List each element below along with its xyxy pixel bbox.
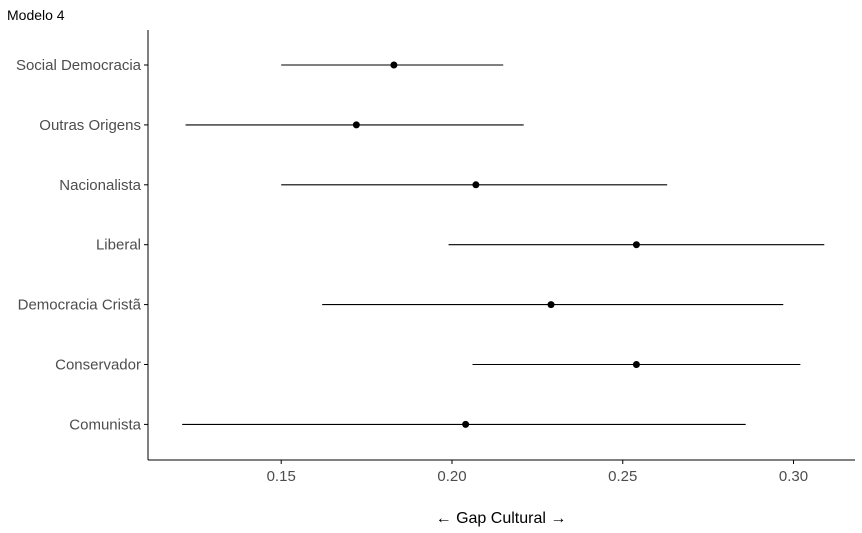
x-tick-label: 0.20 [437, 468, 466, 485]
chart-title: Modelo 4 [7, 7, 65, 23]
point-outras-origens [352, 121, 360, 129]
category-label-comunista: Comunista [69, 416, 141, 433]
category-label-social-democracia: Social Democracia [16, 57, 142, 74]
point-democracia-crista [547, 301, 555, 309]
x-tick-label: 0.25 [608, 468, 637, 485]
category-label-conservador: Conservador [55, 357, 141, 374]
x-axis-title: ← Gap Cultural → [436, 510, 567, 527]
x-tick-label: 0.30 [779, 468, 808, 485]
category-label-democracia-crista: Democracia Cristã [18, 297, 142, 314]
point-conservador [632, 361, 640, 368]
chart-marks: Social Democracia Outras Origens Nacionali… [16, 57, 825, 485]
category-label-liberal: Liberal [96, 237, 141, 254]
point-social-democracia [390, 61, 398, 69]
category-label-nacionalista: Nacionalista [59, 177, 141, 194]
point-liberal [632, 241, 640, 249]
point-nacionalista [472, 181, 480, 189]
category-label-outras-origens: Outras Origens [39, 117, 141, 134]
x-tick-label: 0.15 [267, 468, 296, 485]
point-comunista [462, 420, 470, 428]
